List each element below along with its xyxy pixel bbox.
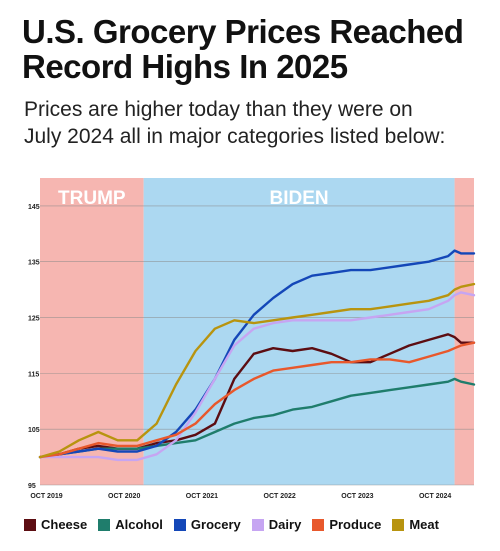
legend-swatch bbox=[251, 518, 264, 531]
legend-label: Dairy bbox=[268, 517, 302, 532]
legend-swatch bbox=[173, 518, 186, 531]
series-line-alcohol bbox=[38, 377, 476, 459]
series-line-meat bbox=[38, 282, 476, 459]
legend-swatch bbox=[24, 518, 36, 531]
y-tick-label-145: 145 bbox=[28, 204, 40, 211]
series-line-dairy bbox=[38, 291, 476, 462]
legend-item-alcohol: Alcohol bbox=[98, 517, 163, 532]
legend-label: Meat bbox=[409, 517, 439, 532]
x-tick-label-1: OCT 2020 bbox=[108, 493, 140, 500]
y-tick-label-135: 135 bbox=[28, 260, 40, 267]
series-line-grocery bbox=[38, 249, 476, 459]
x-tick-label-2: OCT 2021 bbox=[186, 493, 218, 500]
legend-swatch bbox=[98, 518, 111, 531]
region-band-1 bbox=[143, 178, 455, 485]
x-tick-label-0: OCT 2019 bbox=[30, 493, 62, 500]
legend-swatch bbox=[312, 518, 325, 531]
y-tick-label-125: 125 bbox=[28, 316, 40, 323]
legend-item-produce: Produce bbox=[312, 517, 381, 532]
legend-label: Produce bbox=[329, 517, 382, 532]
legend-item-dairy: Dairy bbox=[251, 517, 302, 532]
legend-item-meat: Meat bbox=[392, 517, 439, 532]
region-label-biden: BIDEN bbox=[270, 188, 329, 209]
y-tick-label-115: 115 bbox=[28, 371, 39, 378]
line-chart: TRUMP BIDEN 95 105 115 125 135 145 OCT 2019 OCT 2… bbox=[28, 178, 476, 500]
region-band-0 bbox=[40, 178, 144, 485]
legend-label: Grocery bbox=[190, 517, 241, 532]
legend-item-grocery: Grocery bbox=[173, 517, 241, 532]
title-line-1: U.S. Grocery Prices Reached bbox=[22, 13, 464, 50]
y-tick-label-95: 95 bbox=[28, 483, 36, 490]
legend-swatch bbox=[392, 518, 405, 531]
y-tick-label-105: 105 bbox=[28, 427, 40, 434]
title-line-2: Record Highs In 2025 bbox=[22, 48, 348, 85]
subtitle-line-2: July 2024 all in major categories listed… bbox=[24, 125, 446, 148]
legend-label: Alcohol bbox=[115, 517, 163, 532]
region-label-trump: TRUMP bbox=[58, 188, 126, 209]
chart-title: U.S. Grocery Prices Reached Record Highs… bbox=[22, 14, 492, 84]
x-tick-label-5: OCT 2024 bbox=[419, 493, 451, 500]
chart-subtitle: Prices are higher today than they were o… bbox=[24, 96, 494, 150]
x-tick-label-3: OCT 2022 bbox=[264, 493, 296, 500]
region-band-2 bbox=[454, 178, 474, 485]
series-line-produce bbox=[38, 341, 476, 459]
legend-item-cheese: Cheese bbox=[24, 517, 87, 532]
legend-label: Cheese bbox=[41, 517, 88, 532]
x-tick-label-4: OCT 2023 bbox=[341, 493, 373, 500]
chart-legend: Cheese Alcohol Grocery Dairy Produce Meat bbox=[24, 517, 450, 532]
subtitle-line-1: Prices are higher today than they were o… bbox=[24, 98, 413, 121]
